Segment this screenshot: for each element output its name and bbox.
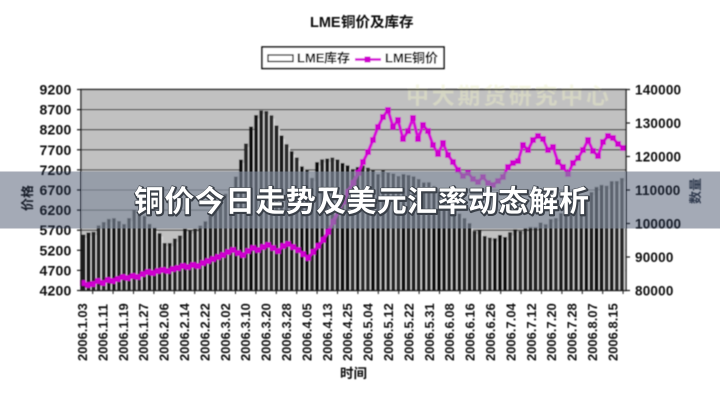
svg-text:120000: 120000 (635, 150, 681, 165)
svg-text:2006.7.04: 2006.7.04 (503, 302, 518, 361)
svg-text:2006.2.14: 2006.2.14 (177, 302, 192, 361)
svg-text:2006.7.20: 2006.7.20 (544, 303, 559, 361)
svg-text:2006.7.28: 2006.7.28 (565, 303, 580, 361)
svg-text:5700: 5700 (40, 222, 72, 238)
svg-text:80000: 80000 (635, 284, 674, 299)
svg-text:2006.5.31: 2006.5.31 (422, 303, 437, 361)
svg-text:2006.6.08: 2006.6.08 (442, 303, 457, 361)
svg-text:2006.2.22: 2006.2.22 (197, 303, 212, 361)
svg-text:5200: 5200 (40, 242, 72, 258)
svg-text:2006.3.20: 2006.3.20 (259, 303, 274, 361)
svg-text:2006.6.26: 2006.6.26 (483, 303, 498, 361)
svg-text:2006.8.07: 2006.8.07 (585, 303, 600, 361)
svg-text:2006.3.02: 2006.3.02 (218, 303, 233, 361)
svg-text:7700: 7700 (40, 142, 72, 158)
svg-text:LME: LME (385, 51, 413, 66)
svg-text:110000: 110000 (635, 183, 681, 198)
svg-text:2006.1.27: 2006.1.27 (136, 303, 151, 361)
svg-text:2006.4.13: 2006.4.13 (320, 303, 335, 361)
svg-text:2006.1.03: 2006.1.03 (75, 303, 90, 361)
svg-text:4200: 4200 (40, 283, 72, 299)
svg-text:4700: 4700 (40, 262, 72, 278)
svg-text:100000: 100000 (635, 217, 681, 232)
svg-text:6200: 6200 (40, 202, 72, 218)
svg-text:2006.5.04: 2006.5.04 (361, 302, 376, 361)
svg-text:6700: 6700 (40, 182, 72, 198)
svg-text:LME: LME (297, 51, 325, 66)
svg-text:2006.1.19: 2006.1.19 (116, 303, 131, 361)
svg-text:7200: 7200 (40, 162, 72, 178)
svg-text:140000: 140000 (635, 83, 681, 98)
svg-text:LME: LME (310, 15, 341, 31)
svg-text:2006.3.28: 2006.3.28 (279, 303, 294, 361)
svg-text:2006.8.15: 2006.8.15 (605, 303, 620, 361)
svg-text:2006.4.25: 2006.4.25 (340, 303, 355, 361)
svg-text:90000: 90000 (635, 250, 674, 265)
svg-text:2006.7.12: 2006.7.12 (524, 303, 539, 361)
svg-text:2006.5.22: 2006.5.22 (401, 303, 416, 361)
svg-text:2006.1.11: 2006.1.11 (95, 304, 110, 361)
svg-text:2006.4.05: 2006.4.05 (299, 303, 314, 361)
svg-text:8200: 8200 (40, 122, 72, 138)
svg-text:9200: 9200 (40, 82, 72, 98)
svg-text:2006.2.06: 2006.2.06 (157, 303, 172, 361)
svg-text:2006.3.10: 2006.3.10 (238, 303, 253, 361)
svg-text:8700: 8700 (40, 102, 72, 118)
svg-text:130000: 130000 (635, 116, 681, 131)
svg-text:2006.6.16: 2006.6.16 (463, 303, 478, 361)
svg-text:2006.5.12: 2006.5.12 (381, 303, 396, 361)
